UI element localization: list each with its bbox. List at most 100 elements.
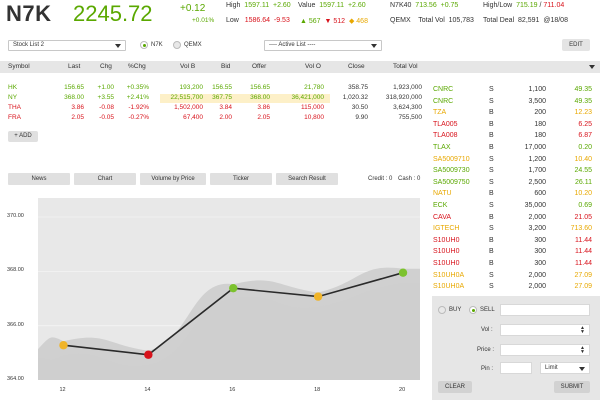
chart-point[interactable] xyxy=(313,292,323,301)
list-item[interactable]: IGTECH S 3,200 713.60 xyxy=(432,225,600,235)
cell-last: 156.65 xyxy=(64,84,84,91)
list-item-price: 11.44 xyxy=(575,248,592,256)
order-type-select[interactable]: Limit xyxy=(540,362,590,374)
list-item-price: 0.69 xyxy=(578,202,592,209)
list-item[interactable]: S10UH0A S 2,000 27.09 xyxy=(432,272,600,282)
n7k40-value: 713.56 xyxy=(415,2,437,9)
radio-sell[interactable] xyxy=(469,306,477,314)
chevron-down-icon[interactable] xyxy=(589,65,595,69)
list-item-symbol: IGTECH xyxy=(433,225,460,233)
list-item-side: B xyxy=(489,190,494,198)
add-symbol-button[interactable]: + ADD xyxy=(8,131,38,142)
pin-input[interactable] xyxy=(500,362,532,374)
chart-point[interactable] xyxy=(144,350,153,359)
tab-ticker[interactable]: Ticker xyxy=(210,173,272,185)
qemx-stat: QEMX Total Vol 105,783 xyxy=(390,17,474,24)
tab-volume-by-price[interactable]: Volume by Price xyxy=(140,173,206,185)
cell-bid: 156.55 xyxy=(212,84,232,91)
value-label: Value xyxy=(298,2,316,9)
chart-point[interactable] xyxy=(229,283,238,293)
list-item[interactable]: SA5009730 S 1,700 24.55 xyxy=(432,167,600,177)
stepper-arrows-icon[interactable]: ▲ ▼ xyxy=(580,345,585,355)
list-item-symbol: TLA005 xyxy=(433,120,458,128)
cell-totalvol: 1,923,000 xyxy=(393,84,422,91)
radio-qemx[interactable] xyxy=(173,41,181,49)
index-name: N7K xyxy=(6,1,52,26)
list-item-side: B xyxy=(489,213,494,221)
active-list-dropdown[interactable]: ---- Active List ---- xyxy=(264,40,382,51)
list-item[interactable]: SA5009750 S 2,500 26.11 xyxy=(432,179,600,189)
list-item[interactable]: CNRC S 3,500 49.35 xyxy=(432,98,600,108)
list-item[interactable]: TLA008 B 180 6.87 xyxy=(432,132,600,142)
edit-button[interactable]: EDIT xyxy=(562,39,590,51)
list-item-side: B xyxy=(489,132,494,140)
list-item[interactable]: SA5009710 S 1,200 10.40 xyxy=(432,156,600,166)
col-header-bid: Bid xyxy=(221,63,231,70)
table-row[interactable]: NY 368.00 +3.55 +2.41% 22,515,700 367.75 368.0… xyxy=(0,94,432,103)
list-item-price: 21.05 xyxy=(574,213,592,221)
list-item-price: 27.09 xyxy=(574,283,592,291)
chart-point[interactable] xyxy=(59,341,68,350)
tab-search-result[interactable]: Search Result xyxy=(276,173,338,185)
clear-button[interactable]: CLEAR xyxy=(438,381,472,393)
n7k40-change: +0.75 xyxy=(440,2,459,9)
list-item[interactable]: S10UH0 B 300 11.44 xyxy=(432,260,600,270)
high-label: High xyxy=(226,2,241,9)
list-item[interactable]: S10UH0 B 300 11.44 xyxy=(432,237,600,247)
stock-list-dropdown[interactable]: Stock List 2 xyxy=(8,40,126,51)
table-row[interactable]: HK 156.65 +1.00 +0.35% 193,200 156.55 156.65 21… xyxy=(0,84,432,93)
list-item[interactable]: S10UH0A S 2,000 27.09 xyxy=(432,283,600,293)
credit-label: Credit : 0 xyxy=(368,176,393,182)
list-item-side: B xyxy=(489,109,494,117)
radio-n7k[interactable] xyxy=(140,41,148,49)
x-tick-label: 20 xyxy=(399,387,406,393)
low-stat: Low 1586.64 -9.53 xyxy=(226,17,290,24)
table-row[interactable]: FRA 2.05 -0.05 -0.27% 67,400 2.00 2.05 10,800 9.… xyxy=(0,114,432,123)
list-item[interactable]: S10UH0 B 300 11.44 xyxy=(432,248,600,258)
list-item[interactable]: ECK S 35,000 0.69 xyxy=(432,202,600,212)
chart-area-fill-light xyxy=(38,282,420,380)
list-item-symbol: TLA008 xyxy=(433,132,458,140)
cell-volo: 21,780 xyxy=(304,84,324,91)
watchlist-header: Symbol Last Chg %Chg Vol B Bid Offer Vol… xyxy=(0,61,432,73)
list-item-side: B xyxy=(489,248,494,256)
index-change: +0.12 xyxy=(180,3,206,14)
tab-news[interactable]: News xyxy=(8,173,70,185)
price-stepper[interactable]: ▲ ▼ xyxy=(500,344,590,356)
submit-button[interactable]: SUBMIT xyxy=(554,381,590,393)
cell-pchg: +0.35% xyxy=(126,84,149,91)
advance-up-icon: ▲ xyxy=(300,18,307,25)
list-item-symbol: SA5009750 xyxy=(433,178,470,186)
list-item[interactable]: TLA005 B 180 6.25 xyxy=(432,121,600,131)
chart-points xyxy=(59,268,408,359)
cell-symbol: HK xyxy=(8,84,18,91)
list-item-vol: 1,200 xyxy=(528,155,546,163)
list-item[interactable]: NATU B 600 10.20 xyxy=(432,190,600,200)
col-header-pchg: %Chg xyxy=(128,63,146,70)
list-item[interactable]: TLAX B 17,000 0.20 xyxy=(432,144,600,154)
list-item-side: S xyxy=(489,167,494,175)
list-item[interactable]: TZA B 200 12.23 xyxy=(432,109,600,119)
col-header-close: Close xyxy=(348,63,365,70)
radio-buy[interactable] xyxy=(438,306,446,314)
symbol-input[interactable] xyxy=(500,304,590,316)
high-stat: High 1597.11 +2.60 xyxy=(226,2,291,9)
index-header: N7K 2245.72 +0.12 +0.01% High 1597.11 +2… xyxy=(0,0,600,30)
tab-chart[interactable]: Chart xyxy=(74,173,136,185)
stepper-arrows-icon[interactable]: ▲ ▼ xyxy=(580,325,585,335)
list-item-symbol: SA5009710 xyxy=(433,155,470,163)
list-item[interactable]: CAVA B 2,000 21.05 xyxy=(432,214,600,224)
x-tick-label: 16 xyxy=(229,387,236,393)
cell-pchg: -0.27% xyxy=(128,114,149,121)
list-item-price: 10.40 xyxy=(574,155,592,163)
table-row[interactable]: THA 3.86 -0.08 -1.92% 1,502,000 3.84 3.86 115,0… xyxy=(0,104,432,113)
list-item[interactable]: CNRC S 1,100 49.35 xyxy=(432,86,600,96)
total-deal-suffix: @18/08 xyxy=(543,17,568,24)
cash-label: Cash : 0 xyxy=(398,176,421,182)
vol-stepper[interactable]: ▲ ▼ xyxy=(500,324,590,336)
list-item-vol: 35,000 xyxy=(524,202,546,209)
list-item-price: 49.35 xyxy=(574,86,592,93)
total-deal-stat: Total Deal 82,591 @18/08 xyxy=(483,17,568,24)
list-item-vol: 300 xyxy=(534,260,546,267)
chart-point[interactable] xyxy=(398,268,408,277)
